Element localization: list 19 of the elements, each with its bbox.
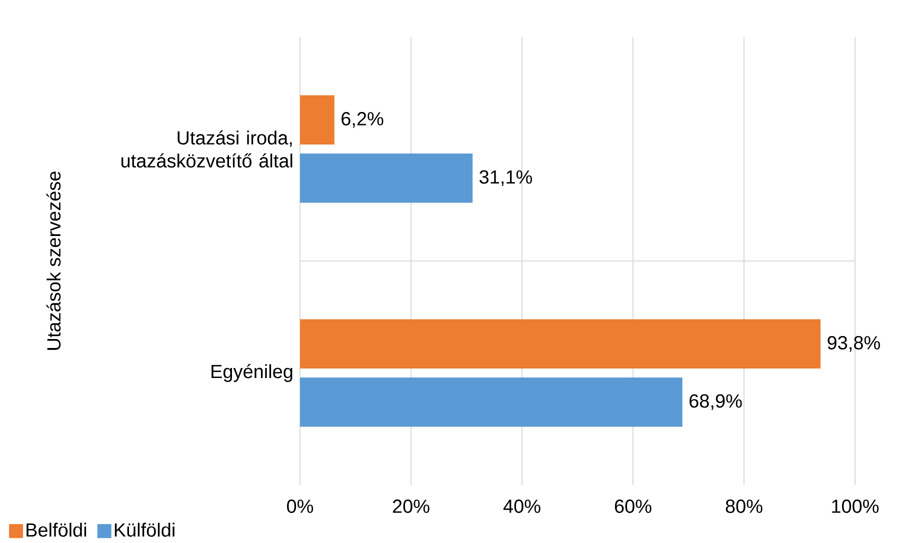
data-label: 6,2% <box>342 112 384 128</box>
bar <box>300 95 334 144</box>
bar <box>300 153 473 203</box>
bar <box>300 319 821 368</box>
x-tick-label: 20% <box>392 499 430 513</box>
data-label: 68,9% <box>690 394 742 410</box>
y-axis-title: Utazások szervezése <box>46 171 61 350</box>
x-tick-label: 40% <box>503 499 540 513</box>
legend-label: Külföldi <box>114 522 174 537</box>
bar <box>300 377 682 427</box>
y-tick-label: Utazási iroda, utazásközvetítő által <box>122 130 292 168</box>
x-tick-label: 0% <box>287 499 314 513</box>
y-tick-label: Egyénileg <box>212 364 292 382</box>
x-tick-label: 100% <box>832 499 879 513</box>
data-label: 31,1% <box>480 170 532 186</box>
x-tick-label: 80% <box>726 499 762 513</box>
data-label: 93,8% <box>828 336 880 352</box>
legend-label: Belföldi <box>26 522 86 537</box>
x-tick-label: 60% <box>614 499 652 513</box>
